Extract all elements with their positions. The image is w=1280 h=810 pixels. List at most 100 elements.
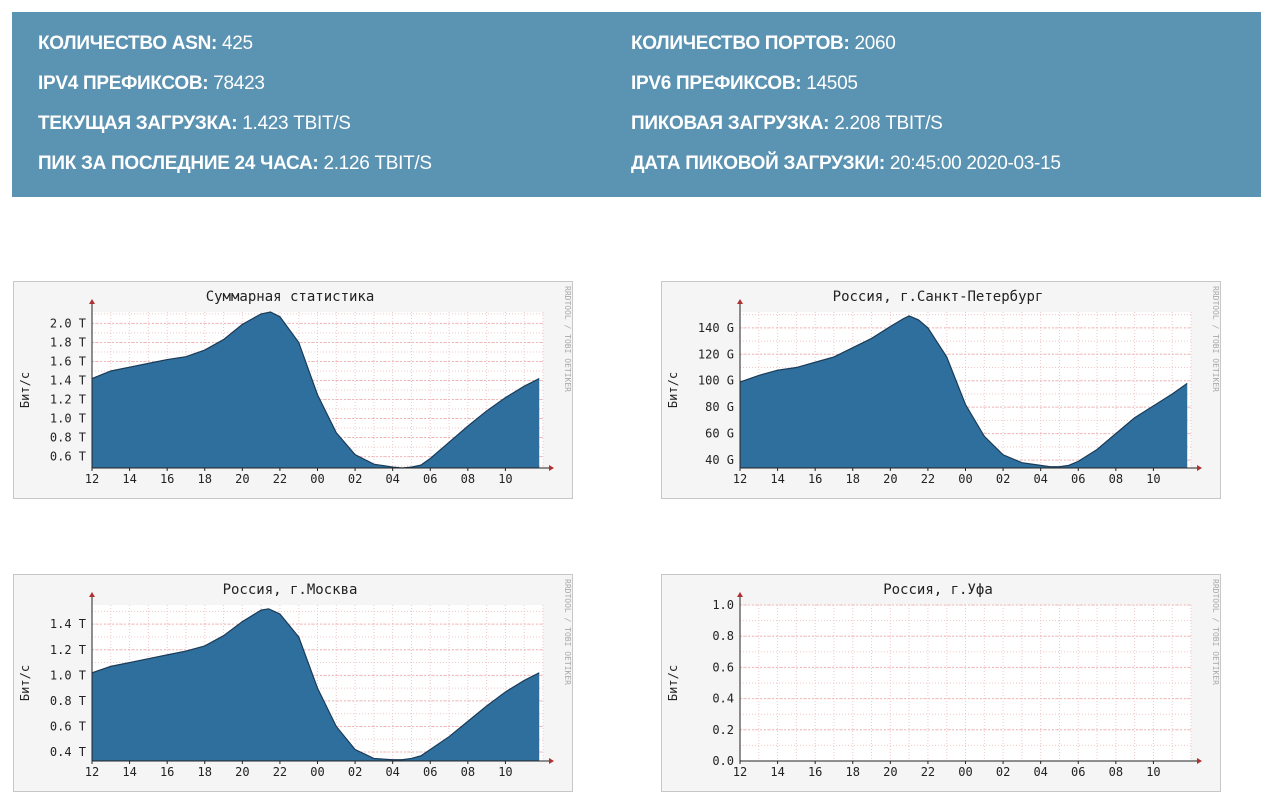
stat-peak-date: ДАТА ПИКОВОЙ ЗАГРУЗКИ: 20:45:00 2020-03-… xyxy=(631,153,1061,175)
chart-total: 12 14 16 18 20 22 00 02 04 06 08 10 0.6 T 0.8 T 1.0 T 1… xyxy=(13,281,573,499)
watermark: RRDTOOL / TOBI OETIKER xyxy=(563,286,572,392)
stat-asn-count: КОЛИЧЕСТВО ASN: 425 xyxy=(38,33,253,55)
stat-value: 2.126 TBIT/S xyxy=(323,153,432,174)
y-axis-label: Бит/с xyxy=(666,372,680,408)
stat-value: 1.423 TBIT/S xyxy=(242,113,351,134)
stat-ipv6-prefixes: IPV6 ПРЕФИКСОВ: 14505 xyxy=(631,73,858,95)
y-tick-label: 1.2 T xyxy=(50,643,86,657)
x-tick-label: 10 xyxy=(498,765,512,779)
x-tick-label: 12 xyxy=(85,765,99,779)
chart-title: Россия, г.Уфа xyxy=(883,582,993,598)
x-tick-label: 08 xyxy=(461,472,475,486)
x-tick-label: 22 xyxy=(273,472,287,486)
y-tick-label: 140 G xyxy=(698,321,734,335)
y-tick-label: 1.0 xyxy=(712,598,734,612)
y-axis-label: Бит/с xyxy=(18,665,32,701)
stat-label: ТЕКУЩАЯ ЗАГРУЗКА: xyxy=(38,113,238,134)
x-tick-label: 12 xyxy=(733,765,747,779)
stat-value: 78423 xyxy=(213,73,265,94)
x-tick-label: 08 xyxy=(461,765,475,779)
watermark: RRDTOOL / TOBI OETIKER xyxy=(1211,286,1220,392)
y-axis-arrow xyxy=(737,299,743,304)
x-tick-label: 20 xyxy=(235,472,249,486)
stat-current-load: ТЕКУЩАЯ ЗАГРУЗКА: 1.423 TBIT/S xyxy=(38,113,351,135)
stat-label: ДАТА ПИКОВОЙ ЗАГРУЗКИ: xyxy=(631,153,885,174)
chart-moscow: 12 14 16 18 20 22 00 02 04 06 08 10 0.4 T 0.6 T 0.8 T 1… xyxy=(13,574,573,792)
y-tick-label: 2.0 T xyxy=(50,316,86,330)
x-tick-label: 06 xyxy=(1071,472,1085,486)
x-tick-label: 02 xyxy=(348,472,362,486)
x-tick-label: 02 xyxy=(996,472,1010,486)
chart-title: Россия, г.Москва xyxy=(223,582,358,598)
x-tick-label: 20 xyxy=(883,472,897,486)
x-tick-label: 16 xyxy=(160,472,174,486)
x-tick-label: 04 xyxy=(385,765,399,779)
y-tick-label: 1.4 T xyxy=(50,373,86,387)
chart-ufa: 12 14 16 18 20 22 00 02 04 06 08 10 0.0 0.2 0.4 0.6 0.8 1… xyxy=(661,574,1221,792)
stat-peak-24h: ПИК ЗА ПОСЛЕДНИЕ 24 ЧАСА: 2.126 TBIT/S xyxy=(38,153,432,175)
y-tick-label: 0.6 xyxy=(712,660,734,674)
y-tick-label: 1.4 T xyxy=(50,617,86,631)
stats-banner: КОЛИЧЕСТВО ASN: 425 IPV4 ПРЕФИКСОВ: 7842… xyxy=(12,12,1261,197)
y-tick-label: 0.0 xyxy=(712,754,734,768)
x-tick-label: 22 xyxy=(921,472,935,486)
y-tick-label: 0.6 T xyxy=(50,450,86,464)
x-tick-label: 00 xyxy=(310,765,324,779)
x-tick-label: 14 xyxy=(122,765,136,779)
y-tick-label: 40 G xyxy=(705,453,734,467)
x-tick-label: 10 xyxy=(498,472,512,486)
y-tick-label: 0.8 xyxy=(712,629,734,643)
x-tick-label: 08 xyxy=(1109,765,1123,779)
x-tick-label: 18 xyxy=(846,472,860,486)
stat-label: ПИК ЗА ПОСЛЕДНИЕ 24 ЧАСА: xyxy=(38,153,319,174)
stat-value: 425 xyxy=(222,33,253,54)
chart-spb: 12 14 16 18 20 22 00 02 04 06 08 10 40 G 60 G 80 G 100 … xyxy=(661,281,1221,499)
y-tick-label: 1.0 T xyxy=(50,668,86,682)
x-axis-arrow xyxy=(549,758,554,764)
x-tick-label: 00 xyxy=(958,472,972,486)
x-tick-label: 04 xyxy=(385,472,399,486)
stat-ipv4-prefixes: IPV4 ПРЕФИКСОВ: 78423 xyxy=(38,73,265,95)
traffic-area xyxy=(92,608,540,761)
y-tick-label: 100 G xyxy=(698,374,734,388)
y-tick-label: 1.2 T xyxy=(50,393,86,407)
stat-value: 2.208 TBIT/S xyxy=(834,113,943,134)
x-tick-label: 06 xyxy=(423,472,437,486)
x-tick-label: 00 xyxy=(958,765,972,779)
y-tick-label: 1.6 T xyxy=(50,354,86,368)
y-tick-label: 60 G xyxy=(705,427,734,441)
x-tick-label: 20 xyxy=(883,765,897,779)
x-tick-label: 10 xyxy=(1146,472,1160,486)
y-tick-label: 1.8 T xyxy=(50,335,86,349)
x-tick-label: 06 xyxy=(423,765,437,779)
x-tick-label: 08 xyxy=(1109,472,1123,486)
x-axis-arrow xyxy=(1197,758,1202,764)
y-tick-label: 0.8 T xyxy=(50,431,86,445)
x-tick-label: 22 xyxy=(273,765,287,779)
x-tick-label: 20 xyxy=(235,765,249,779)
stat-ports-count: КОЛИЧЕСТВО ПОРТОВ: 2060 xyxy=(631,33,896,55)
stat-label: IPV6 ПРЕФИКСОВ: xyxy=(631,73,802,94)
x-tick-label: 16 xyxy=(160,765,174,779)
chart-svg: 12 14 16 18 20 22 00 02 04 06 08 10 0.4 T 0.6 T 0.8 T 1… xyxy=(18,579,572,779)
x-axis-arrow xyxy=(549,465,554,471)
stat-label: КОЛИЧЕСТВО ПОРТОВ: xyxy=(631,33,850,54)
traffic-line xyxy=(91,311,540,469)
x-axis-arrow xyxy=(1197,465,1202,471)
x-tick-label: 12 xyxy=(733,472,747,486)
stat-label: ПИКОВАЯ ЗАГРУЗКА: xyxy=(631,113,830,134)
x-tick-label: 16 xyxy=(808,472,822,486)
x-tick-label: 22 xyxy=(921,765,935,779)
x-tick-label: 14 xyxy=(770,472,784,486)
y-tick-label: 0.2 xyxy=(712,723,734,737)
y-tick-label: 1.0 T xyxy=(50,412,86,426)
traffic-line xyxy=(91,608,540,761)
x-tick-label: 06 xyxy=(1071,765,1085,779)
chart-svg: 12 14 16 18 20 22 00 02 04 06 08 10 0.6 T 0.8 T 1.0 T 1… xyxy=(18,286,572,486)
x-tick-label: 04 xyxy=(1033,765,1047,779)
x-tick-label: 02 xyxy=(348,765,362,779)
x-tick-label: 02 xyxy=(996,765,1010,779)
x-tick-label: 18 xyxy=(198,765,212,779)
x-tick-label: 18 xyxy=(198,472,212,486)
y-tick-label: 0.4 xyxy=(712,692,734,706)
